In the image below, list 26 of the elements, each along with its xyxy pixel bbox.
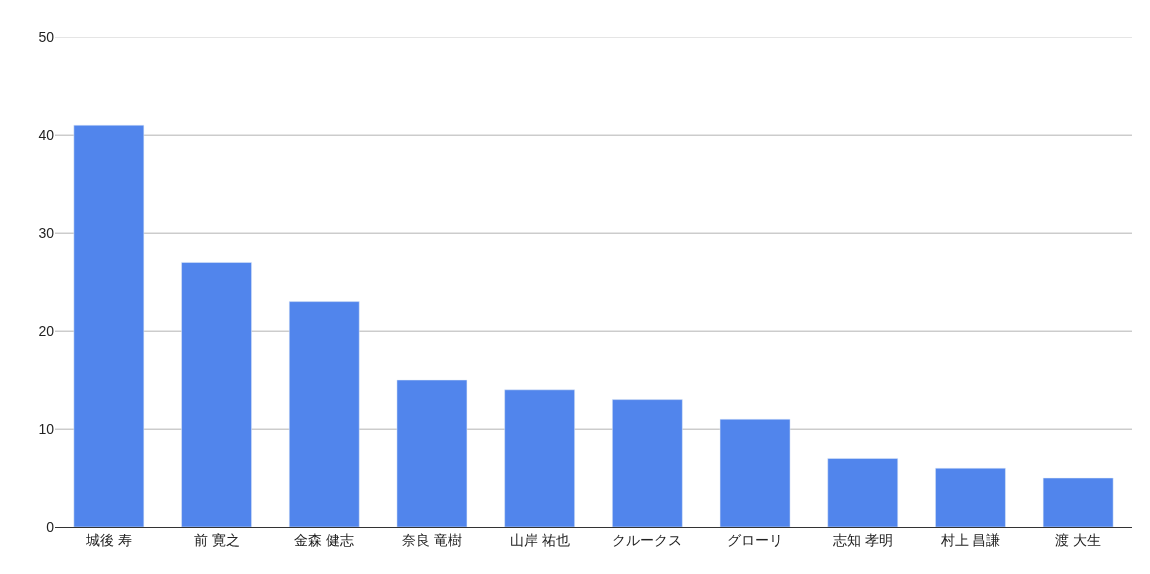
bar bbox=[719, 418, 791, 527]
x-tick-label: 山岸 祐也 bbox=[509, 531, 570, 548]
x-tick-label: 奈良 竜樹 bbox=[402, 531, 462, 548]
x-tick-label: 金森 健志 bbox=[294, 531, 355, 548]
y-tick-label: 10 bbox=[38, 420, 55, 437]
x-tick-label: クルークス bbox=[612, 531, 683, 548]
y-tick-label: 20 bbox=[38, 322, 55, 339]
y-tick-label: 0 bbox=[46, 518, 55, 535]
bar bbox=[73, 124, 145, 527]
bar bbox=[504, 389, 575, 527]
bar bbox=[935, 467, 1006, 527]
y-tick-label: 40 bbox=[38, 126, 55, 143]
x-tick-label: 志知 孝明 bbox=[832, 531, 893, 548]
x-tick-label: 城後 寿 bbox=[84, 531, 132, 548]
x-tick-label: 村上 昌謙 bbox=[939, 531, 1001, 548]
x-tick-label: グローリ bbox=[727, 531, 784, 548]
bar bbox=[612, 399, 683, 527]
bar bbox=[181, 262, 252, 527]
y-tick-label: 30 bbox=[38, 224, 55, 241]
x-tick-label: 渡 大生 bbox=[1055, 531, 1102, 548]
y-tick-label: 50 bbox=[38, 28, 55, 45]
bar bbox=[827, 458, 898, 527]
x-tick-label: 前 寛之 bbox=[193, 531, 240, 548]
bar bbox=[1042, 477, 1114, 527]
bar bbox=[289, 301, 360, 527]
bar bbox=[396, 379, 468, 527]
